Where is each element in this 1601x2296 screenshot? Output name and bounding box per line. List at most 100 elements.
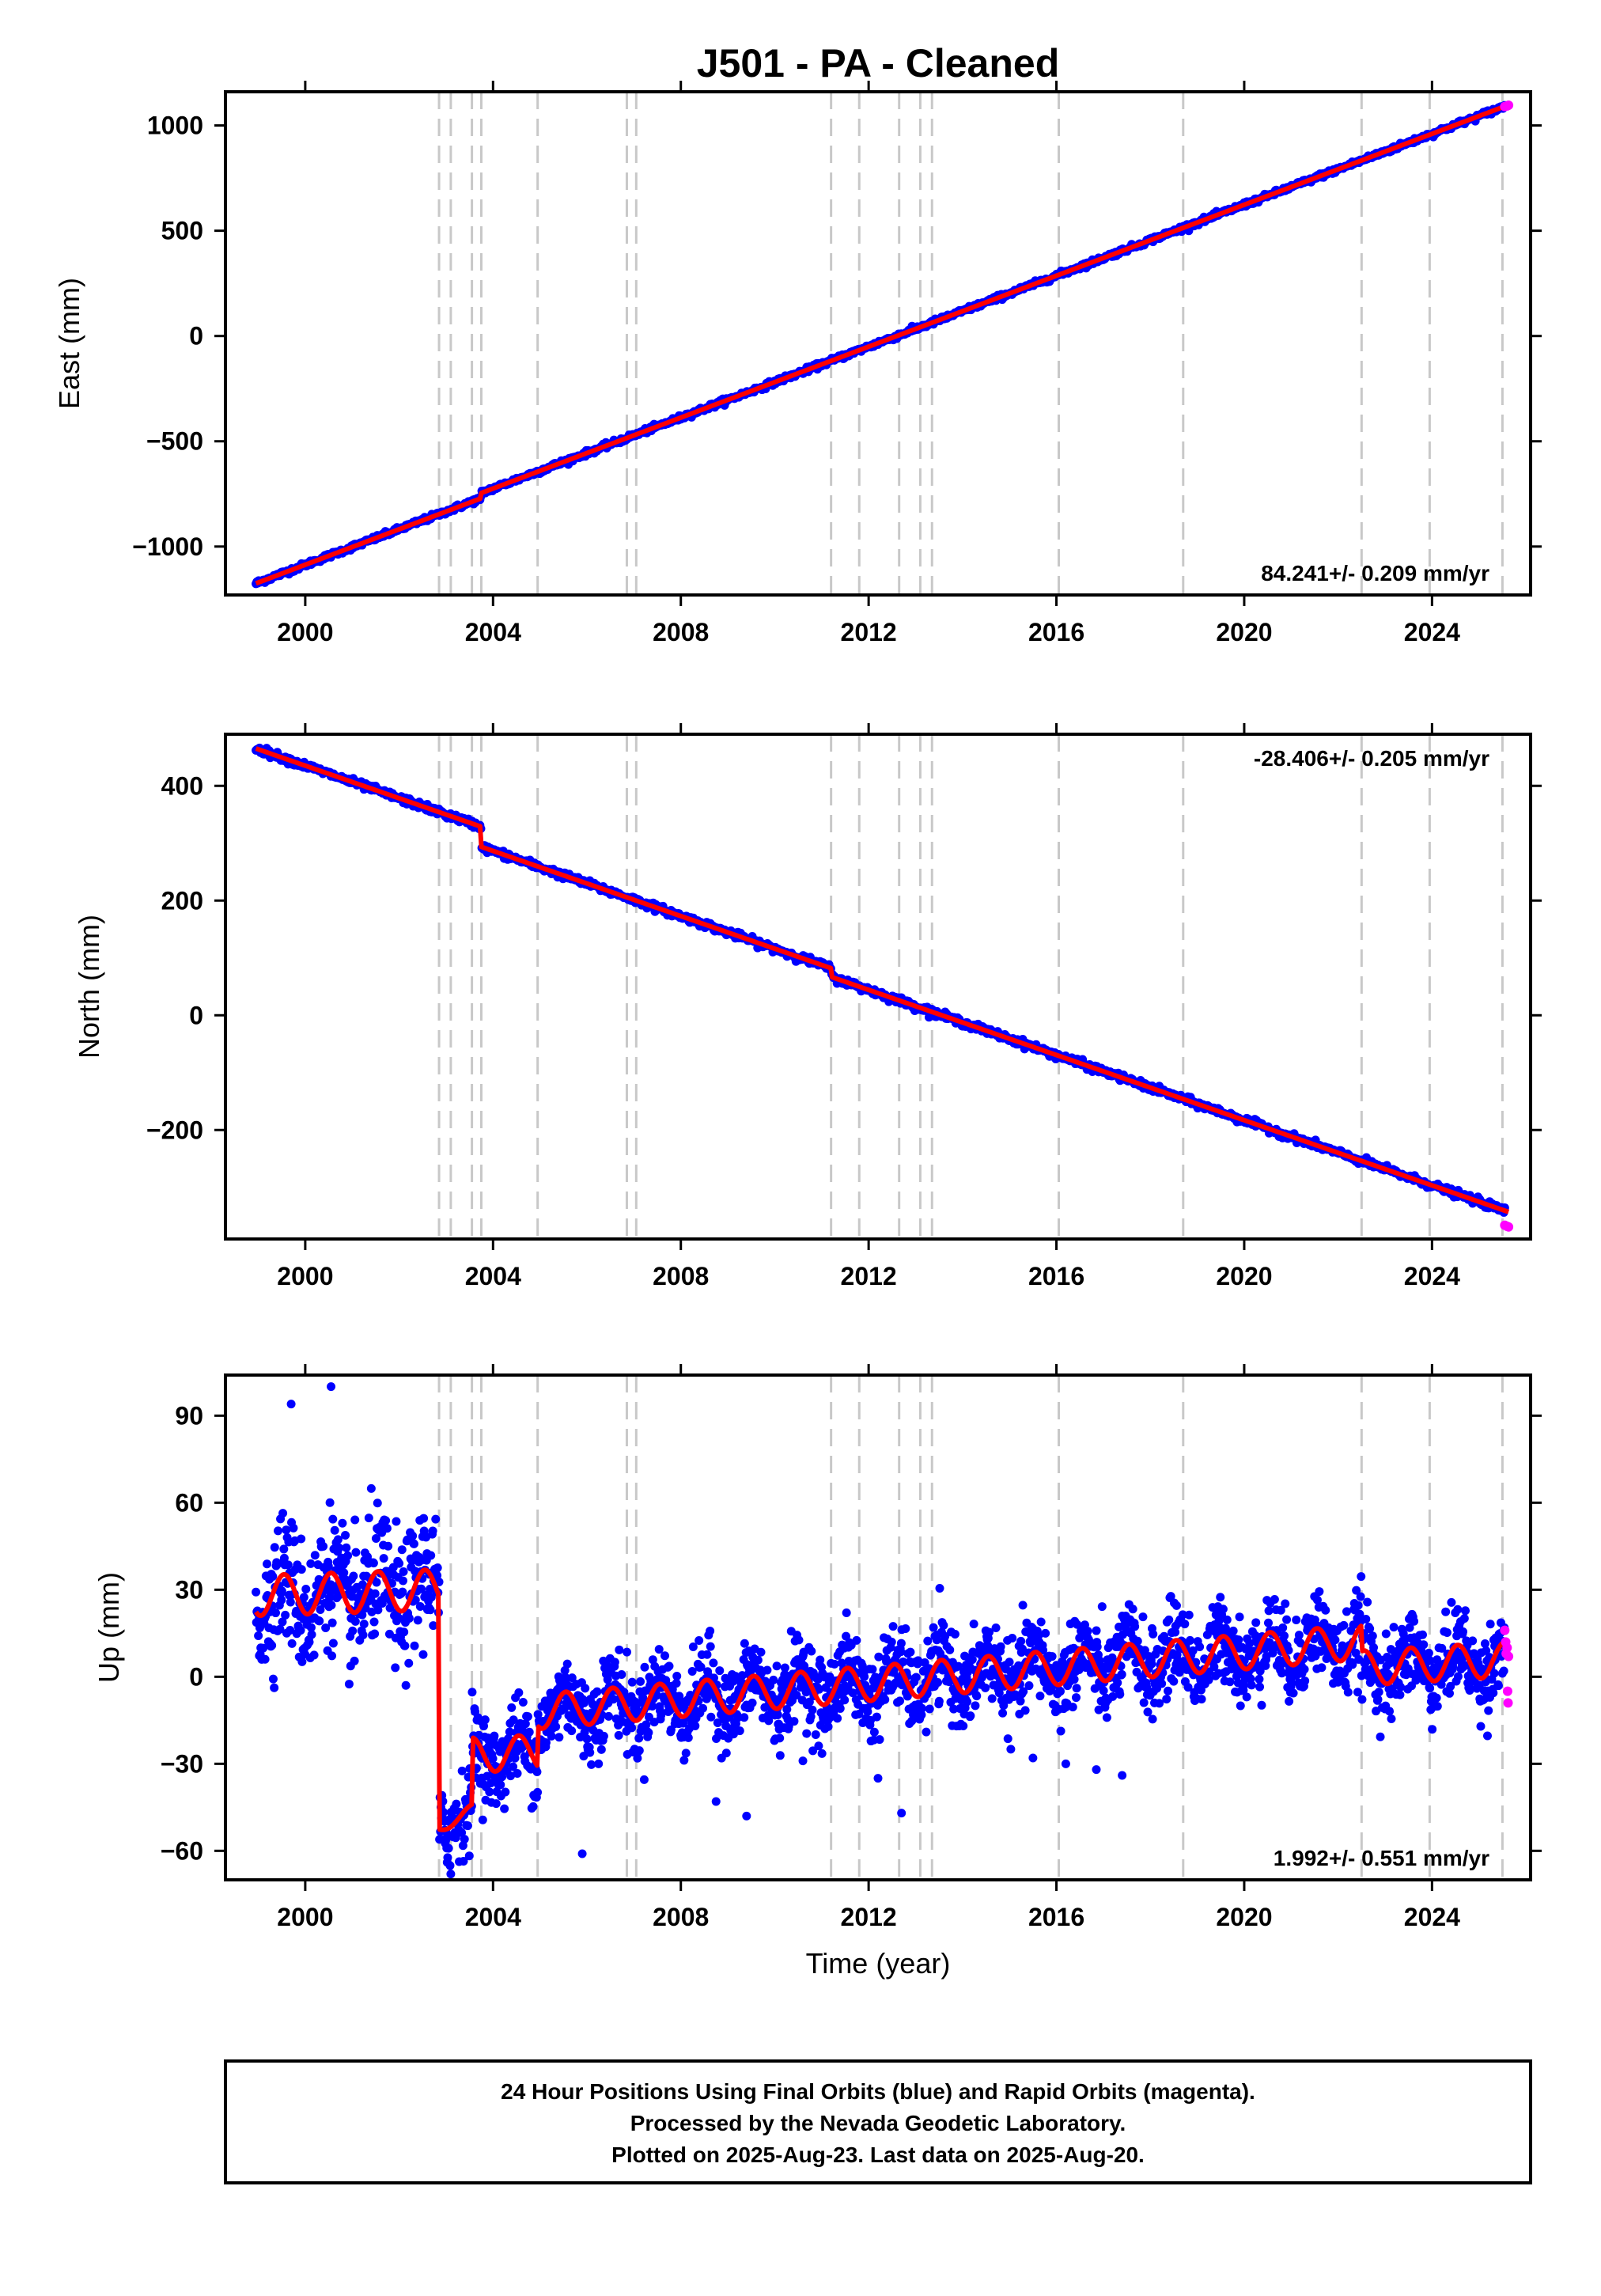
final-orbit-point: [498, 1772, 507, 1782]
final-orbit-point: [603, 1661, 612, 1670]
y-tick-label: 0: [189, 1001, 203, 1029]
y-tick-label: −1000: [132, 532, 203, 561]
final-orbit-point: [268, 1572, 278, 1582]
final-orbit-point: [969, 1620, 978, 1629]
final-orbit-point: [875, 1735, 884, 1745]
final-orbit-point: [679, 1756, 689, 1765]
y-tick-label: −500: [146, 427, 203, 456]
final-orbit-point: [560, 1665, 570, 1675]
final-orbit-point: [384, 1541, 393, 1551]
final-orbit-point: [1164, 1615, 1174, 1624]
final-orbit-point: [271, 1608, 280, 1618]
final-orbit-point: [551, 1722, 561, 1731]
final-orbit-point: [1016, 1636, 1026, 1646]
final-orbit-point: [733, 1713, 743, 1722]
final-orbit-point: [1006, 1745, 1016, 1754]
final-orbit-point: [963, 1697, 972, 1707]
final-orbit-point: [359, 1620, 369, 1629]
final-orbit-point: [500, 1804, 509, 1813]
final-orbit-point: [350, 1616, 360, 1626]
final-orbit-point: [567, 1726, 577, 1736]
final-orbit-point: [409, 1539, 418, 1548]
final-orbit-point: [599, 1731, 608, 1741]
final-orbit-point: [277, 1595, 286, 1605]
final-orbit-point: [581, 1684, 590, 1693]
final-orbit-point: [310, 1551, 320, 1560]
final-orbit-point: [634, 1746, 644, 1756]
final-orbit-point: [933, 1678, 943, 1688]
final-orbit-point: [297, 1657, 307, 1666]
final-orbit-point: [286, 1625, 295, 1635]
final-orbit-point: [370, 1629, 380, 1639]
y-tick-label: −200: [146, 1116, 203, 1144]
final-orbit-point: [918, 1703, 927, 1713]
final-orbit-point: [880, 1695, 890, 1704]
final-orbit-point: [1171, 1601, 1181, 1610]
final-orbit-point: [1180, 1620, 1190, 1629]
final-orbit-point: [301, 1584, 311, 1593]
east-rapid-orbit-points: [1500, 100, 1514, 112]
final-orbit-point: [287, 1639, 297, 1648]
final-orbit-point: [408, 1531, 418, 1540]
final-orbit-point: [1068, 1703, 1077, 1712]
final-orbit-point: [513, 1768, 522, 1778]
final-orbit-point: [816, 1655, 825, 1665]
final-orbit-point: [735, 1726, 744, 1736]
final-orbit-point: [325, 1498, 335, 1507]
final-orbit-point: [691, 1721, 700, 1730]
final-orbit-point: [1047, 1652, 1057, 1661]
final-orbit-point: [640, 1662, 649, 1672]
final-orbit-point: [687, 1667, 697, 1677]
final-orbit-point: [1113, 1678, 1122, 1688]
final-orbit-point: [695, 1636, 704, 1646]
final-orbit-point: [789, 1717, 799, 1726]
final-orbit-point: [350, 1515, 360, 1525]
final-orbit-point: [351, 1548, 361, 1557]
final-orbit-point: [1138, 1612, 1148, 1622]
final-orbit-point: [431, 1514, 441, 1524]
final-orbit-point: [415, 1602, 425, 1612]
final-orbit-point: [852, 1635, 861, 1645]
final-orbit-point: [277, 1586, 286, 1596]
final-orbit-point: [959, 1721, 968, 1730]
final-orbit-point: [520, 1719, 530, 1729]
final-orbit-point: [348, 1626, 358, 1635]
north-rapid-orbit-points: [1500, 1220, 1514, 1232]
final-orbit-point: [518, 1698, 528, 1707]
final-orbit-point: [971, 1701, 980, 1711]
final-orbit-point: [660, 1651, 670, 1661]
final-orbit-point: [306, 1623, 316, 1632]
final-orbit-point: [373, 1498, 382, 1508]
final-orbit-point: [1072, 1684, 1081, 1693]
final-orbit-point: [523, 1712, 532, 1722]
final-orbit-point: [398, 1576, 407, 1586]
final-orbit-point: [467, 1688, 477, 1697]
final-orbit-point: [1056, 1726, 1065, 1736]
final-orbit-point: [379, 1554, 388, 1563]
final-orbit-point: [721, 1749, 731, 1758]
final-orbit-point: [1235, 1612, 1244, 1622]
final-orbit-point: [772, 1661, 782, 1671]
final-orbit-point: [491, 1799, 501, 1809]
final-orbit-point: [369, 1559, 378, 1568]
final-orbit-point: [480, 1715, 490, 1725]
final-orbit-point: [1149, 1629, 1158, 1639]
final-orbit-point: [594, 1759, 604, 1768]
final-orbit-point: [413, 1616, 422, 1625]
final-orbit-point: [840, 1695, 850, 1705]
final-orbit-point: [634, 1733, 644, 1743]
final-orbit-point: [1148, 1714, 1157, 1724]
final-orbit-point: [833, 1714, 842, 1723]
final-orbit-point: [377, 1598, 387, 1608]
final-orbit-point: [281, 1610, 290, 1620]
final-orbit-point: [429, 1621, 438, 1631]
final-orbit-point: [400, 1641, 410, 1650]
rapid-orbit-point: [1504, 100, 1514, 111]
final-orbit-point: [343, 1551, 353, 1560]
y-tick-label: 500: [161, 217, 203, 245]
x-tick-label: 2000: [277, 618, 333, 646]
final-orbit-point: [683, 1733, 693, 1742]
final-orbit-point: [260, 1654, 270, 1664]
final-orbit-point: [528, 1802, 538, 1811]
final-orbit-point: [509, 1762, 518, 1771]
